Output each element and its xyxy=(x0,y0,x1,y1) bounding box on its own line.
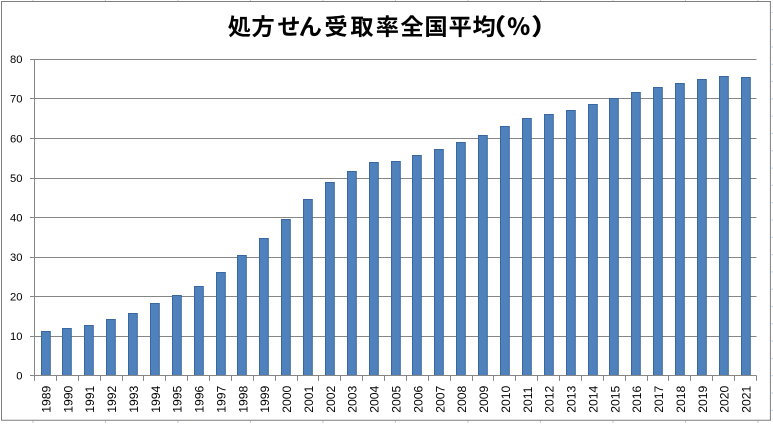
svg-text:50: 50 xyxy=(10,173,22,185)
svg-text:2002: 2002 xyxy=(324,385,338,412)
svg-text:2003: 2003 xyxy=(346,385,360,412)
svg-text:2020: 2020 xyxy=(718,385,732,412)
svg-text:2016: 2016 xyxy=(630,385,644,412)
svg-text:1990: 1990 xyxy=(61,385,75,412)
svg-text:70: 70 xyxy=(10,94,22,106)
svg-text:1993: 1993 xyxy=(127,385,141,412)
svg-text:2004: 2004 xyxy=(368,385,382,412)
svg-text:1998: 1998 xyxy=(236,385,250,412)
svg-text:10: 10 xyxy=(10,331,22,343)
svg-text:60: 60 xyxy=(10,133,22,145)
svg-text:2011: 2011 xyxy=(521,386,535,412)
svg-text:2013: 2013 xyxy=(565,385,579,412)
svg-text:2019: 2019 xyxy=(696,385,710,412)
svg-text:2017: 2017 xyxy=(652,385,666,412)
svg-text:1999: 1999 xyxy=(258,385,272,412)
svg-text:2006: 2006 xyxy=(411,385,425,412)
svg-text:2018: 2018 xyxy=(674,385,688,412)
svg-text:30: 30 xyxy=(10,252,22,264)
svg-text:1994: 1994 xyxy=(149,385,163,412)
svg-text:40: 40 xyxy=(10,212,22,224)
svg-text:1997: 1997 xyxy=(214,385,228,412)
svg-text:2015: 2015 xyxy=(608,385,622,412)
svg-text:1992: 1992 xyxy=(105,385,119,412)
svg-text:2012: 2012 xyxy=(543,385,557,412)
svg-text:1989: 1989 xyxy=(39,385,53,412)
svg-text:2010: 2010 xyxy=(499,385,513,412)
svg-text:80: 80 xyxy=(10,54,22,66)
svg-text:1995: 1995 xyxy=(171,385,185,412)
svg-text:1996: 1996 xyxy=(193,385,207,412)
svg-text:2005: 2005 xyxy=(390,385,404,412)
svg-text:2021: 2021 xyxy=(740,385,754,412)
svg-text:2001: 2001 xyxy=(302,385,316,412)
svg-text:0: 0 xyxy=(16,371,22,383)
svg-text:2007: 2007 xyxy=(433,385,447,412)
svg-text:1991: 1991 xyxy=(83,385,97,412)
svg-text:2008: 2008 xyxy=(455,385,469,412)
svg-text:20: 20 xyxy=(10,291,22,303)
svg-text:2014: 2014 xyxy=(586,385,600,412)
svg-text:2000: 2000 xyxy=(280,385,294,412)
svg-text:2009: 2009 xyxy=(477,385,491,412)
